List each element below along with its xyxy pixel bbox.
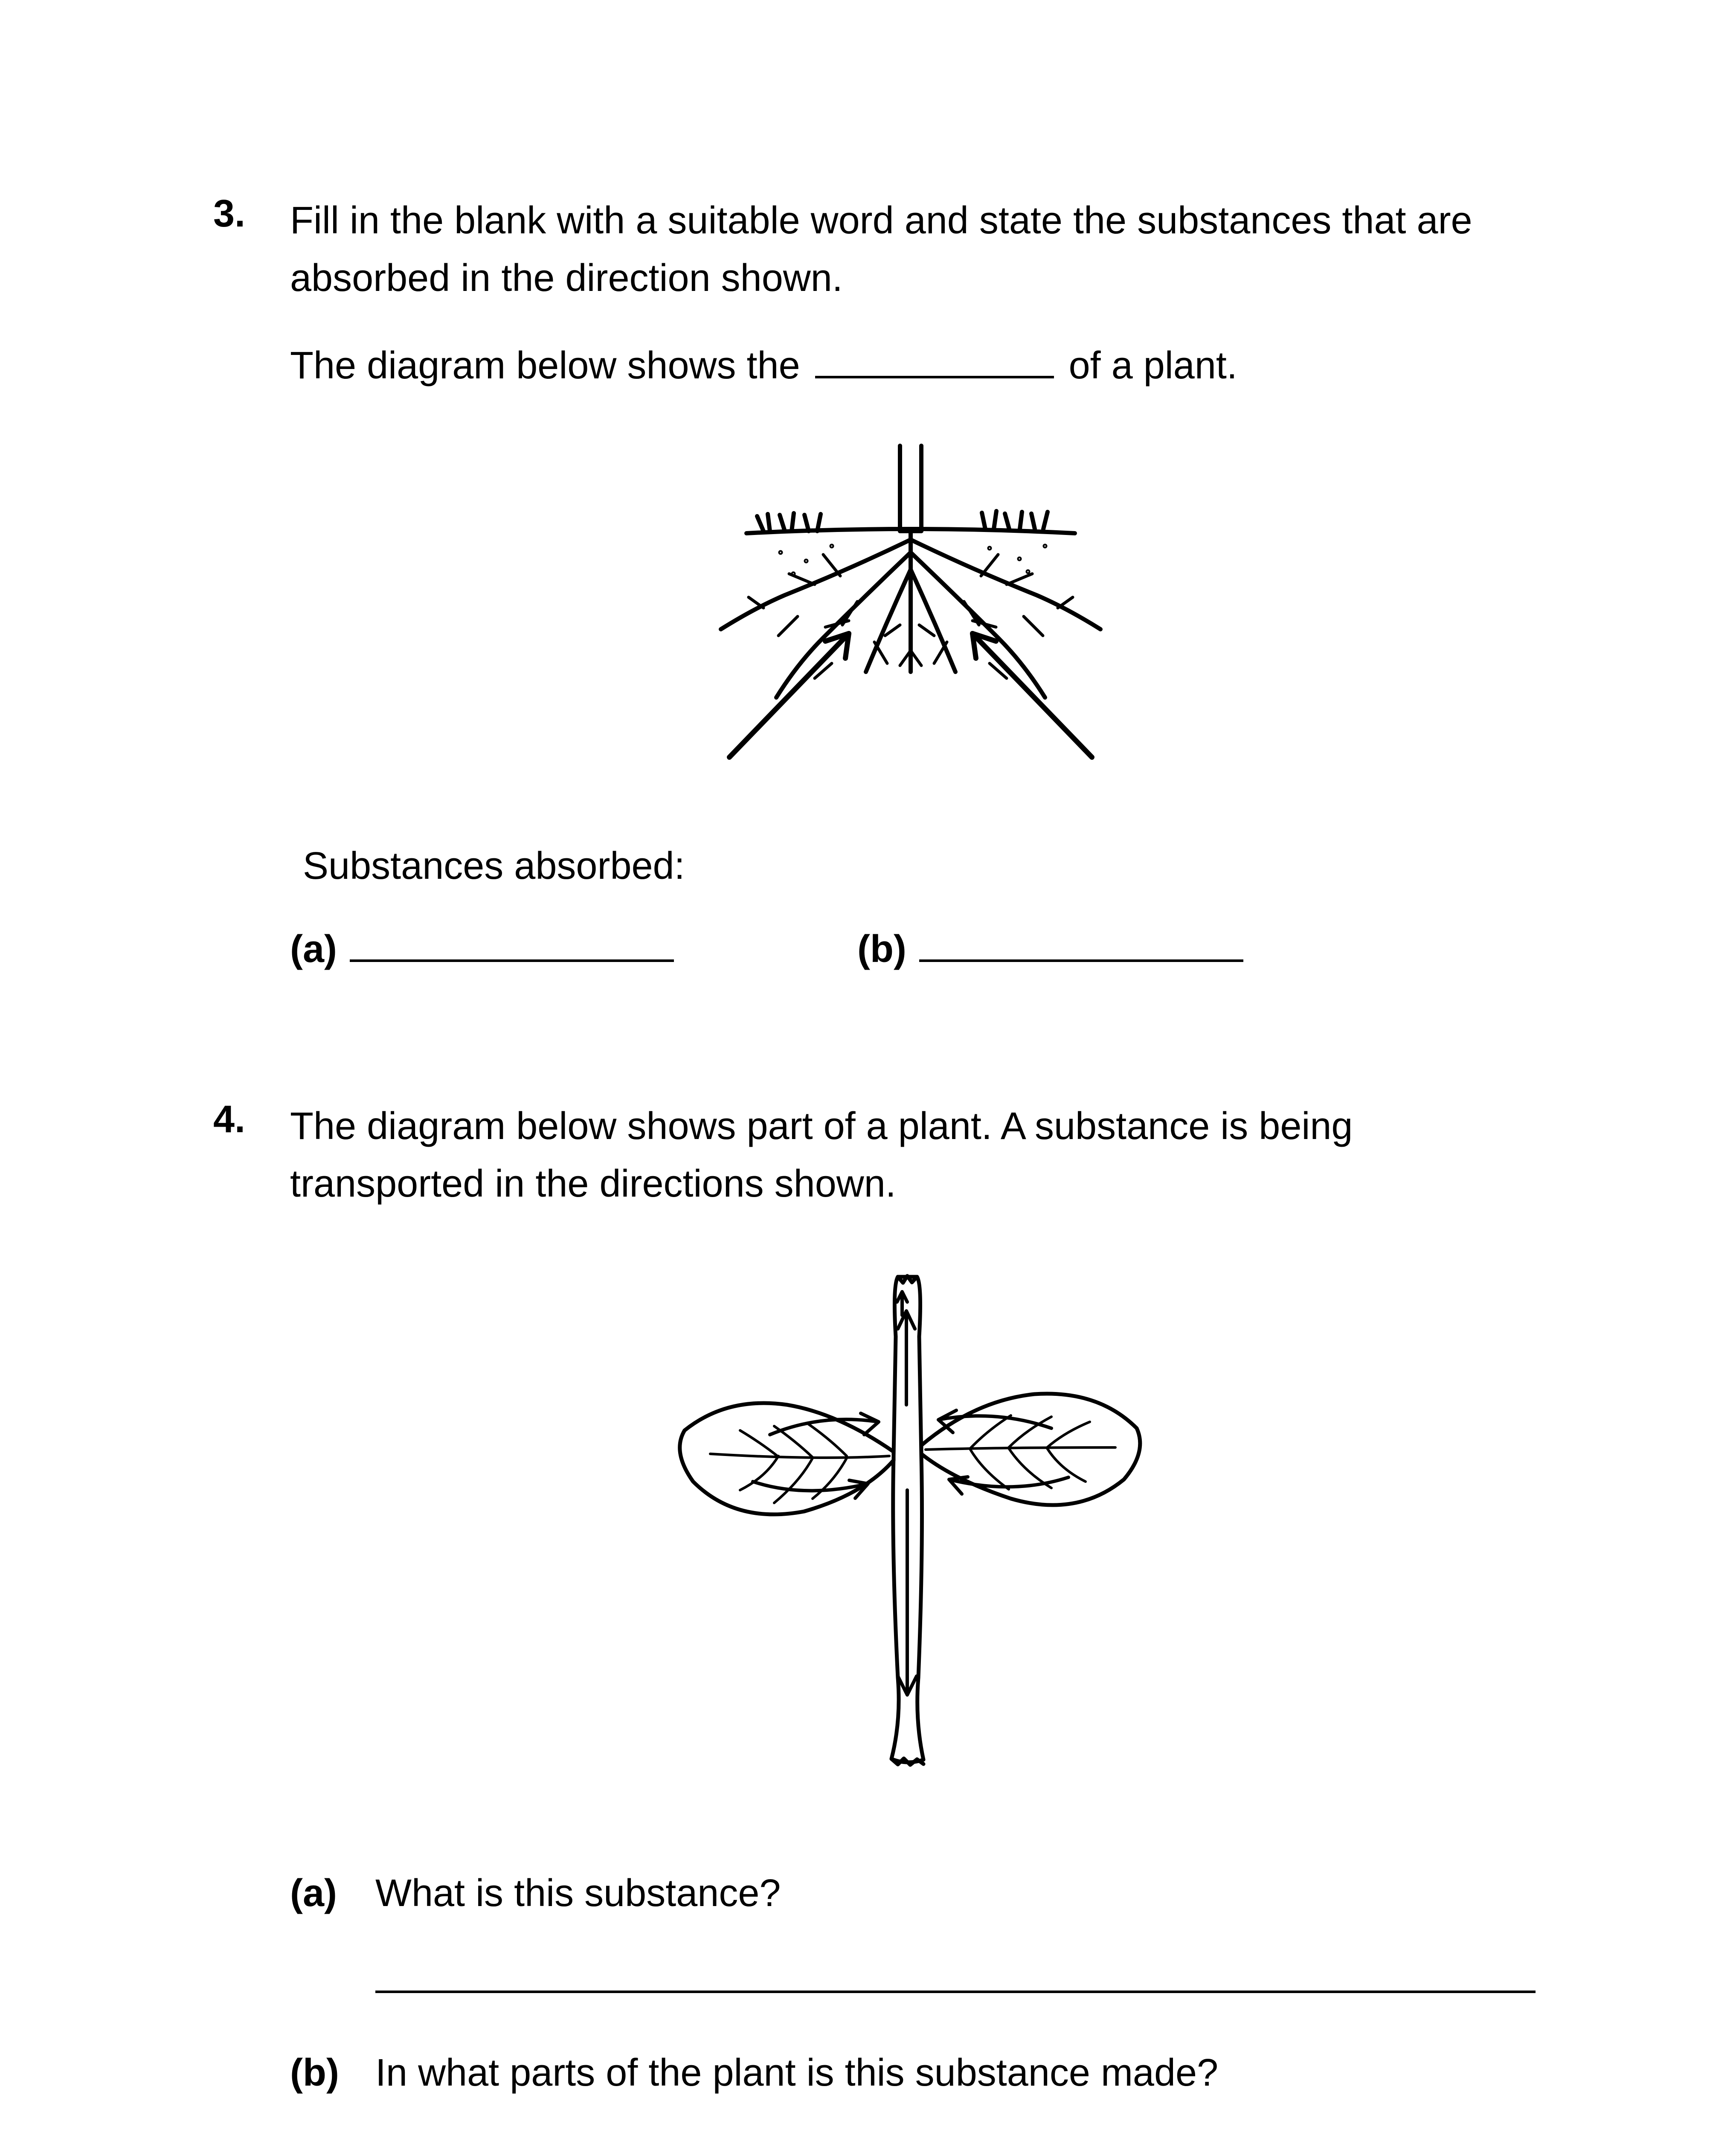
roots-illustration <box>636 433 1190 800</box>
question-4: 4. The diagram below shows part of a pla… <box>213 1098 1536 2133</box>
question-number: 3. <box>213 192 290 978</box>
answer-b: (b) <box>857 921 1248 978</box>
question-instruction: The diagram below shows part of a plant.… <box>290 1098 1536 1213</box>
answer-line-a[interactable] <box>375 1991 1536 1993</box>
answer-a: (a) <box>290 921 678 978</box>
label-b: (b) <box>290 2044 375 2133</box>
answer-row: (a) (b) <box>290 921 1536 978</box>
label-a: (a) <box>290 1865 375 1993</box>
sub-text: What is this substance? <box>375 1865 1536 1922</box>
question-3: 3. Fill in the blank with a suitable wor… <box>213 192 1536 978</box>
sub-body: In what parts of the plant is this subst… <box>375 2044 1536 2133</box>
sub-body: What is this substance? <box>375 1865 1536 1993</box>
sub-question-a: (a) What is this substance? <box>290 1865 1536 1993</box>
blank-b[interactable] <box>919 927 1243 962</box>
stem-leaves-diagram <box>290 1251 1536 1813</box>
label-a: (a) <box>290 921 337 978</box>
label-b: (b) <box>857 921 906 978</box>
sub-text: In what parts of the plant is this subst… <box>375 2044 1536 2102</box>
roots-diagram <box>290 433 1536 816</box>
sentence-post: of a plant. <box>1058 344 1237 387</box>
page-content: 3. Fill in the blank with a suitable wor… <box>0 0 1736 2133</box>
question-body: The diagram below shows part of a plant.… <box>290 1098 1536 2133</box>
substances-label: Substances absorbed: <box>303 837 1536 895</box>
sentence-pre: The diagram below shows the <box>290 344 811 387</box>
blank-input-line[interactable] <box>815 344 1054 378</box>
fill-blank-sentence: The diagram below shows the of a plant. <box>290 337 1536 395</box>
question-body: Fill in the blank with a suitable word a… <box>290 192 1536 978</box>
blank-a[interactable] <box>350 927 674 962</box>
question-instruction: Fill in the blank with a suitable word a… <box>290 192 1536 307</box>
sub-question-b: (b) In what parts of the plant is this s… <box>290 2044 1536 2133</box>
question-number: 4. <box>213 1098 290 2133</box>
stem-leaves-illustration <box>625 1251 1201 1797</box>
